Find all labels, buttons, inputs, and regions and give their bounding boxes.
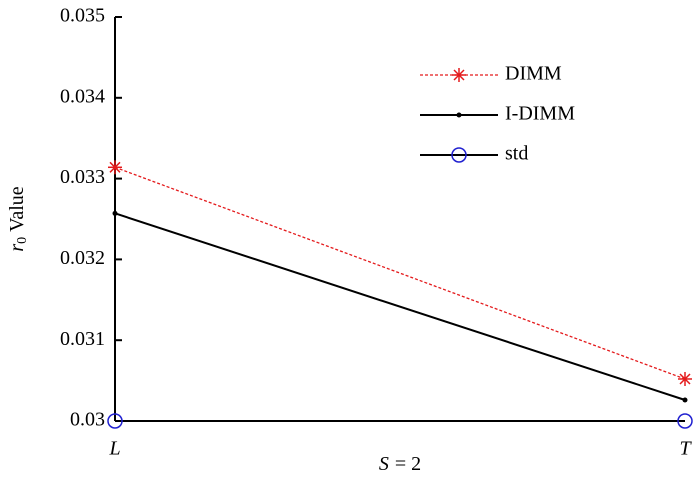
series-line <box>114 166 686 380</box>
star-stroke <box>109 161 121 173</box>
y-tick-label: 0.031 <box>60 328 105 350</box>
y-axis-label: r0 Value <box>6 186 31 251</box>
marker-star <box>678 371 692 386</box>
y-label-subscript: 0 <box>15 237 30 244</box>
marker-dot <box>112 210 118 216</box>
x-label-symbol: S <box>379 453 389 475</box>
marker-dot <box>456 112 462 118</box>
marker-star <box>452 68 466 82</box>
x-tick-label: L <box>108 438 120 460</box>
y-tick-label: 0.032 <box>60 247 105 269</box>
y-label-text: Value <box>6 186 28 232</box>
marker-dot <box>682 397 688 403</box>
y-tick-label: 0.035 <box>60 5 105 27</box>
x-axis-label: S = 2 <box>379 453 421 475</box>
y-tick-label: 0.033 <box>60 166 105 188</box>
marker-star <box>108 160 122 175</box>
legend-label: DIMM <box>505 63 562 85</box>
legend-label: std <box>505 143 528 165</box>
marker-circle <box>677 413 693 429</box>
y-tick-label: 0.034 <box>60 85 105 107</box>
series-line <box>114 212 686 401</box>
star-stroke <box>679 373 691 385</box>
legend-label: I-DIMM <box>505 103 575 125</box>
star-stroke <box>453 69 465 81</box>
y-tick-label: 0.03 <box>70 409 105 431</box>
x-tick-label: T <box>679 438 692 460</box>
x-label-text: = 2 <box>395 453 421 475</box>
marker-circle <box>451 147 467 163</box>
marker-circle <box>107 413 123 429</box>
y-label-symbol: r <box>6 244 28 252</box>
